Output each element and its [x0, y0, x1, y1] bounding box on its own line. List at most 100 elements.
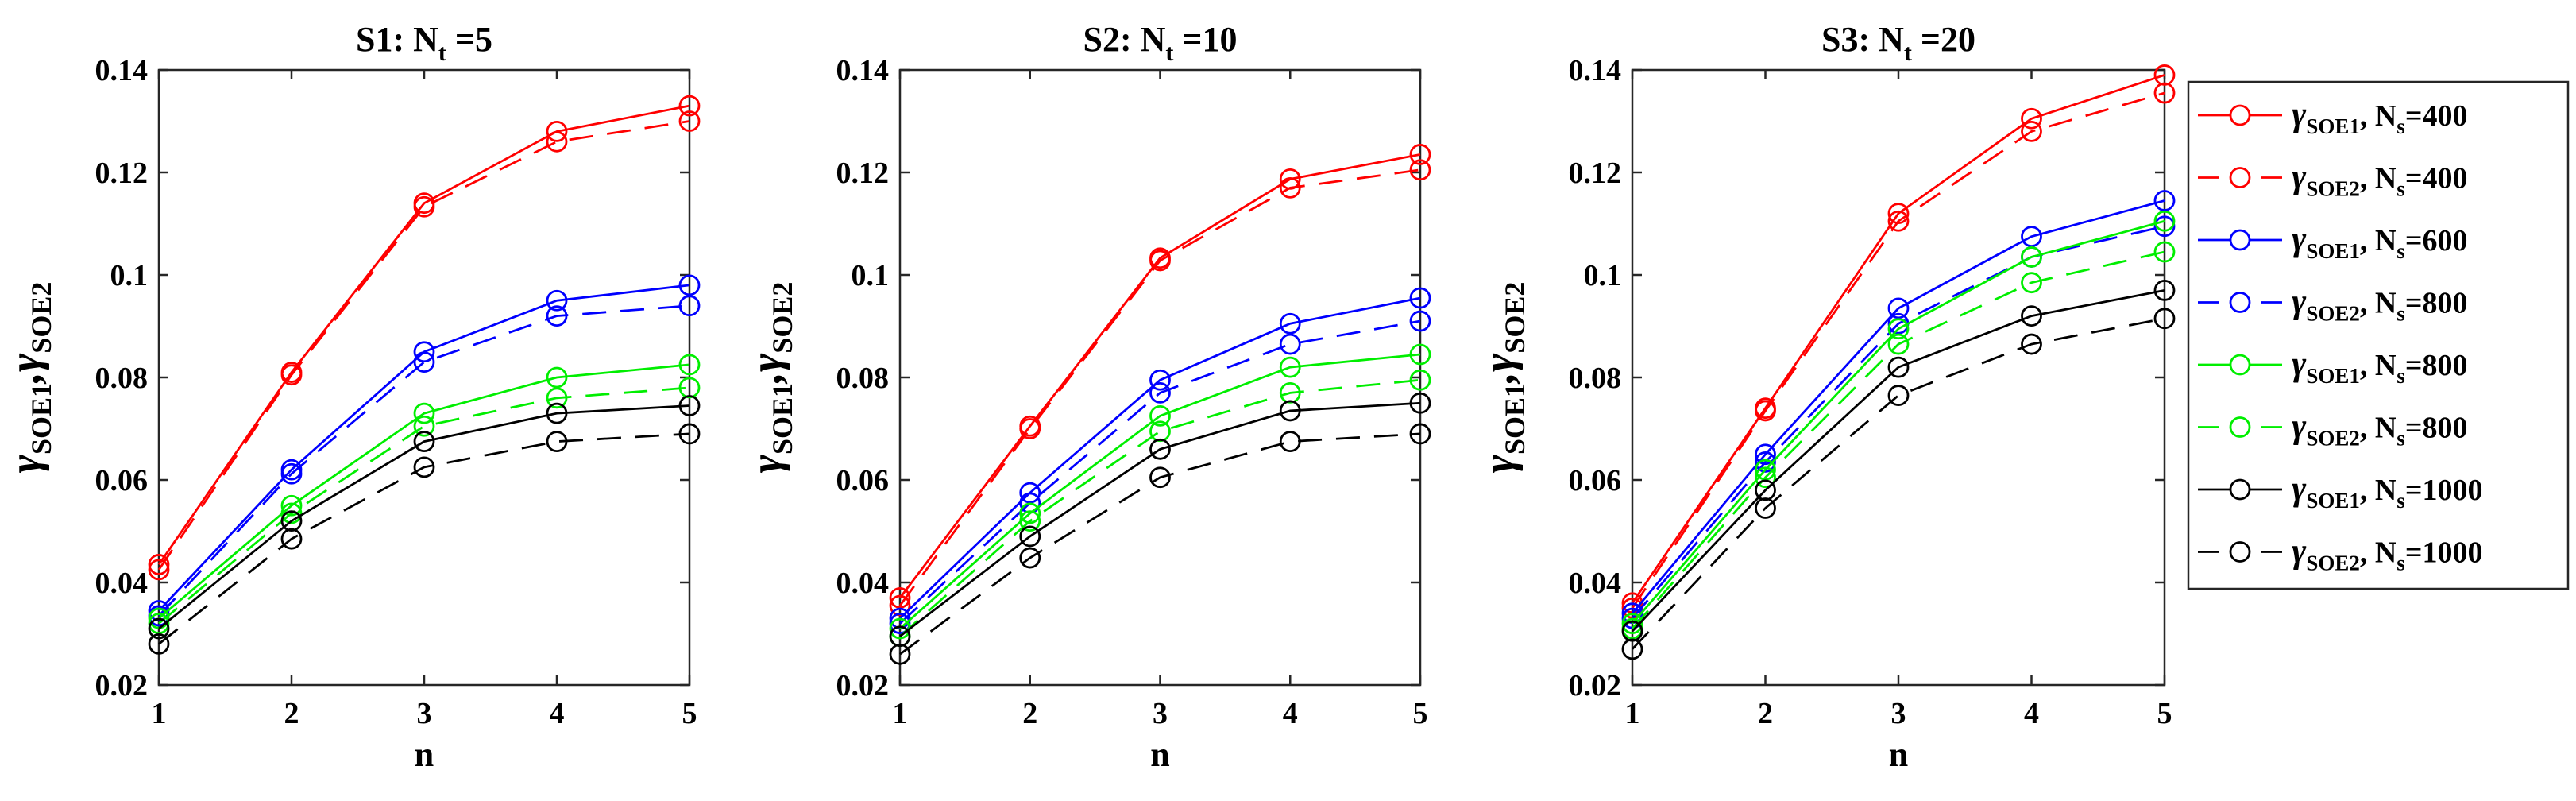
data-point — [148, 633, 170, 655]
axes-box — [157, 68, 691, 687]
axes-box — [898, 68, 1422, 687]
chart-title: S1: Nt =5 — [356, 20, 492, 66]
legend-box — [2187, 80, 2570, 590]
data-point — [413, 195, 435, 218]
data-point — [678, 354, 701, 376]
series-line — [1631, 74, 2165, 604]
data-point — [1279, 312, 1301, 335]
data-point — [1409, 423, 1431, 445]
data-point — [546, 366, 568, 389]
series-line — [1631, 250, 2165, 629]
series-line — [1631, 288, 2165, 633]
data-point — [546, 402, 568, 424]
legend-label: γSOE1, Ns=1000 — [2292, 469, 2482, 513]
data-point — [148, 554, 170, 575]
data-point — [1279, 400, 1301, 422]
legend-marker — [2229, 541, 2251, 563]
series-line — [157, 304, 690, 617]
series-line — [158, 386, 690, 625]
series-line — [157, 104, 690, 566]
data-point — [678, 377, 701, 399]
y-tick-label: 0.08 — [836, 362, 890, 395]
data-point — [2021, 333, 2042, 355]
x-tick-label: 2 — [1022, 697, 1037, 730]
legend: γSOE1, Ns=400 γSOE2, Ns=400 γSOE1, Ns=600 γ… — [2187, 80, 2570, 590]
series-line — [157, 120, 690, 571]
x-tick-label: 4 — [550, 697, 565, 730]
legend-marker — [2229, 416, 2251, 438]
data-point — [1279, 333, 1301, 355]
data-point — [1409, 287, 1431, 309]
data-point — [1149, 420, 1171, 443]
data-point — [2153, 190, 2176, 211]
data-point — [678, 423, 701, 445]
data-point — [546, 387, 568, 409]
data-point — [1887, 318, 1910, 340]
chart-title: S3: Nt =20 — [1821, 20, 1975, 66]
y-tick-label: 0.14 — [836, 54, 890, 87]
y-tick-label: 0.04 — [95, 567, 149, 600]
series-line — [899, 378, 1421, 637]
data-point — [413, 341, 435, 363]
data-point — [280, 364, 303, 386]
data-point — [678, 395, 701, 416]
data-point — [546, 120, 568, 142]
data-point — [1755, 459, 1776, 481]
data-point — [1755, 443, 1776, 466]
series-line — [898, 168, 1421, 606]
data-point — [1755, 479, 1776, 501]
data-point — [2021, 305, 2042, 327]
legend-label: γSOE2, Ns=800 — [2292, 407, 2467, 451]
data-point — [280, 462, 303, 485]
data-point — [889, 594, 911, 617]
data-point — [1887, 297, 1910, 319]
series-line — [899, 296, 1421, 620]
data-point — [1149, 250, 1171, 272]
data-point — [1279, 356, 1301, 378]
x-tick-label: 1 — [893, 697, 908, 730]
series-line — [899, 319, 1421, 625]
data-point — [1887, 385, 1910, 406]
legend-marker — [2229, 104, 2251, 126]
data-point — [546, 431, 568, 453]
data-point — [1621, 620, 1643, 642]
series-line — [1631, 199, 2165, 614]
data-point — [1409, 159, 1431, 181]
data-point — [1755, 451, 1776, 473]
data-point — [2021, 226, 2042, 248]
y-tick-label: 0.06 — [836, 464, 890, 497]
data-point — [546, 130, 568, 153]
data-point — [280, 528, 303, 550]
data-point — [889, 613, 911, 634]
legend-label: γSOE1, Ns=400 — [2292, 95, 2467, 138]
legend-marker — [2229, 478, 2251, 501]
x-tick-label: 3 — [417, 697, 432, 730]
data-point — [1279, 381, 1301, 404]
y-tick-label: 0.06 — [95, 464, 149, 497]
data-point — [678, 95, 701, 117]
data-point — [1019, 547, 1041, 569]
x-axis-label: n — [1889, 735, 1908, 774]
y-axis-label: γSOE1,γSOE2 — [1474, 282, 1531, 474]
data-point — [413, 351, 435, 373]
legend-label: γSOE2, Ns=400 — [2292, 157, 2467, 201]
x-axis-label: n — [415, 735, 434, 774]
y-axis-label: γSOE1,γSOE2 — [742, 282, 798, 474]
data-point — [1755, 466, 1776, 489]
data-point — [2153, 308, 2176, 330]
series-line — [899, 353, 1421, 630]
legend-label: γSOE2, Ns=1000 — [2292, 532, 2482, 575]
data-point — [280, 494, 303, 517]
data-point — [2021, 107, 2042, 130]
data-point — [1621, 613, 1643, 634]
legend-label: γSOE1, Ns=800 — [2292, 344, 2467, 388]
data-point — [1019, 418, 1041, 439]
y-tick-label: 0.02 — [836, 669, 890, 702]
data-point — [1755, 400, 1776, 422]
x-tick-label: 4 — [1283, 697, 1298, 730]
series-line — [899, 401, 1421, 637]
data-point — [1409, 392, 1431, 414]
data-point — [1887, 333, 1910, 355]
data-point — [678, 295, 701, 317]
